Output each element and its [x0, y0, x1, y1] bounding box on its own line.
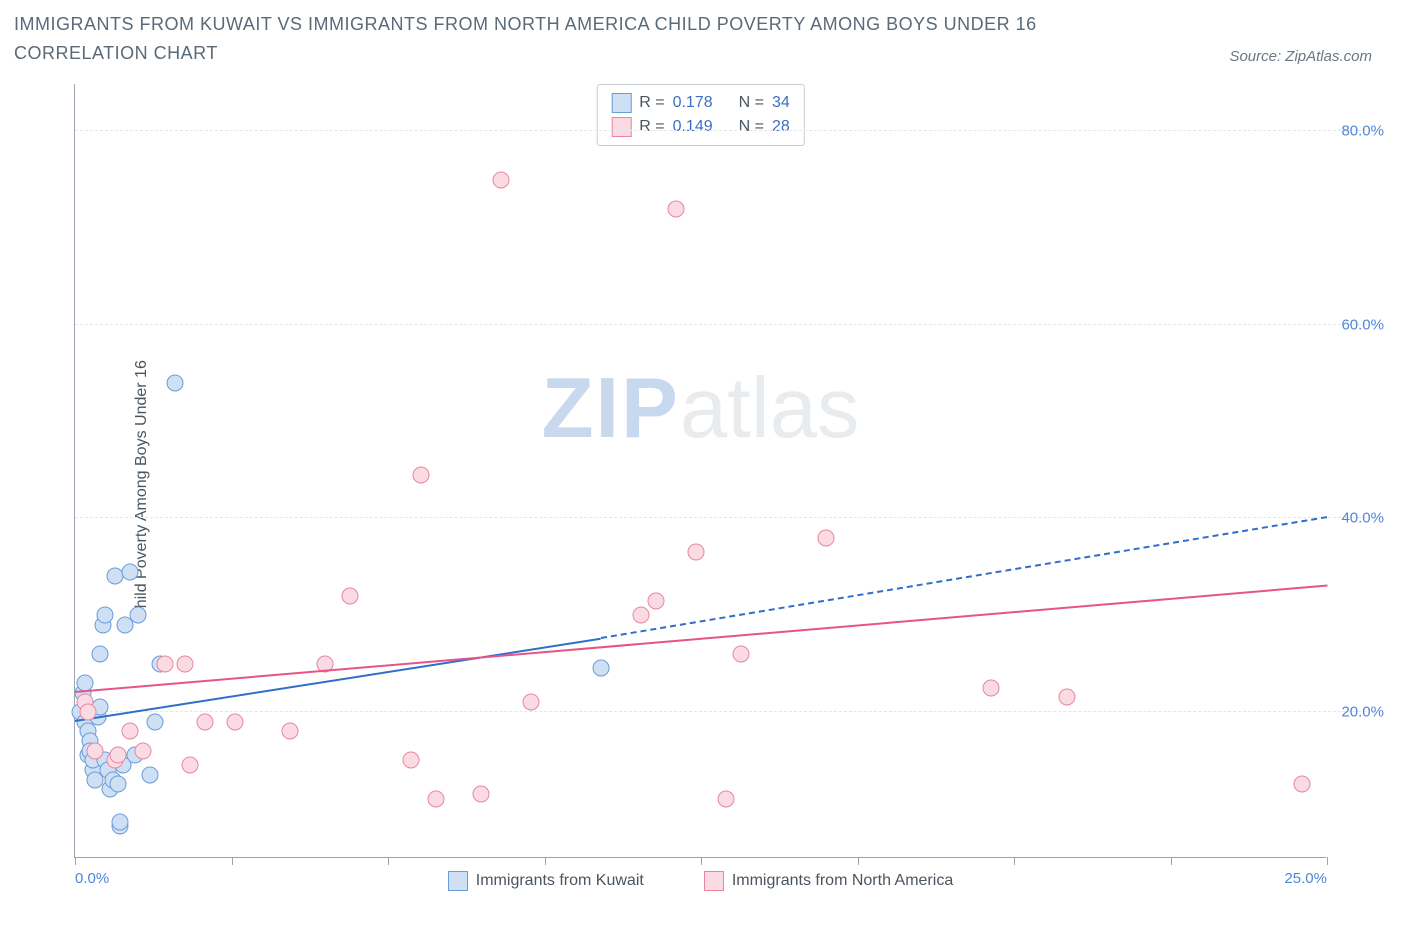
series-legend: Immigrants from Kuwait Immigrants from No…: [75, 871, 1326, 891]
gridline: [75, 711, 1366, 712]
legend-r-label: R =: [639, 115, 664, 139]
data-point-kuwait: [167, 374, 184, 391]
x-tick: [75, 857, 76, 865]
data-point-north_america: [402, 752, 419, 769]
y-tick-label: 80.0%: [1341, 123, 1384, 140]
series-legend-item-north_america: Immigrants from North America: [704, 871, 953, 891]
data-point-north_america: [87, 742, 104, 759]
trend-line: [75, 584, 1327, 692]
chart-area: Child Poverty Among Boys Under 16 ZIPatl…: [34, 84, 1392, 896]
data-point-kuwait: [147, 713, 164, 730]
legend-n-label: N =: [739, 115, 764, 139]
data-point-north_america: [1058, 689, 1075, 706]
data-point-north_america: [182, 757, 199, 774]
data-point-north_america: [79, 703, 96, 720]
legend-swatch: [448, 871, 468, 891]
data-point-north_america: [134, 742, 151, 759]
data-point-north_america: [667, 200, 684, 217]
legend-r-value: 0.178: [673, 91, 713, 115]
x-tick-label: 0.0%: [75, 870, 109, 887]
legend-r-label: R =: [639, 91, 664, 115]
y-tick-label: 40.0%: [1341, 510, 1384, 527]
x-tick-label: 25.0%: [1284, 870, 1327, 887]
legend-row-kuwait: R = 0.178 N = 34: [611, 91, 790, 115]
legend-n-value: 34: [772, 91, 790, 115]
watermark: ZIPatlas: [542, 360, 860, 458]
series-legend-item-kuwait: Immigrants from Kuwait: [448, 871, 644, 891]
legend-swatch: [611, 117, 631, 137]
x-tick: [1014, 857, 1015, 865]
data-point-north_america: [427, 790, 444, 807]
data-point-north_america: [342, 587, 359, 604]
source-attribution: Source: ZipAtlas.com: [1229, 48, 1372, 65]
legend-swatch: [704, 871, 724, 891]
data-point-north_america: [1293, 776, 1310, 793]
data-point-north_america: [122, 723, 139, 740]
data-point-north_america: [197, 713, 214, 730]
series-label: Immigrants from Kuwait: [476, 872, 644, 890]
data-point-north_america: [109, 747, 126, 764]
data-point-north_america: [647, 592, 664, 609]
data-point-north_america: [718, 790, 735, 807]
data-point-north_america: [227, 713, 244, 730]
data-point-north_america: [157, 655, 174, 672]
data-point-kuwait: [92, 645, 109, 662]
gridline: [75, 517, 1366, 518]
gridline: [75, 324, 1366, 325]
legend-r-value: 0.149: [673, 115, 713, 139]
watermark-atlas: atlas: [680, 361, 860, 456]
series-label: Immigrants from North America: [732, 872, 953, 890]
x-tick: [388, 857, 389, 865]
data-point-north_america: [472, 786, 489, 803]
data-point-kuwait: [109, 776, 126, 793]
chart-header: IMMIGRANTS FROM KUWAIT VS IMMIGRANTS FRO…: [14, 10, 1392, 68]
trend-line: [75, 637, 601, 721]
x-tick: [1171, 857, 1172, 865]
data-point-north_america: [492, 171, 509, 188]
data-point-kuwait: [97, 607, 114, 624]
data-point-kuwait: [142, 766, 159, 783]
legend-swatch: [611, 93, 631, 113]
data-point-kuwait: [112, 814, 129, 831]
data-point-north_america: [632, 607, 649, 624]
chart-title: IMMIGRANTS FROM KUWAIT VS IMMIGRANTS FRO…: [14, 10, 1114, 68]
y-tick-label: 20.0%: [1341, 703, 1384, 720]
watermark-zip: ZIP: [542, 361, 680, 456]
data-point-kuwait: [129, 607, 146, 624]
correlation-legend: R = 0.178 N = 34 R = 0.149 N = 28: [596, 84, 805, 146]
legend-n-label: N =: [739, 91, 764, 115]
data-point-north_america: [522, 694, 539, 711]
data-point-north_america: [983, 679, 1000, 696]
data-point-north_america: [412, 466, 429, 483]
x-tick: [1327, 857, 1328, 865]
data-point-kuwait: [122, 563, 139, 580]
x-tick: [232, 857, 233, 865]
data-point-north_america: [282, 723, 299, 740]
x-tick: [858, 857, 859, 865]
data-point-north_america: [177, 655, 194, 672]
trend-line-extrapolated: [601, 516, 1327, 639]
legend-n-value: 28: [772, 115, 790, 139]
x-tick: [545, 857, 546, 865]
data-point-north_america: [733, 645, 750, 662]
legend-row-north_america: R = 0.149 N = 28: [611, 115, 790, 139]
data-point-north_america: [687, 544, 704, 561]
y-tick-label: 60.0%: [1341, 316, 1384, 333]
data-point-kuwait: [592, 660, 609, 677]
data-point-north_america: [818, 529, 835, 546]
x-tick: [701, 857, 702, 865]
scatter-plot: ZIPatlas R =0.178N =34R =0.149N =28 Immi…: [74, 84, 1326, 858]
gridline: [75, 130, 1366, 131]
